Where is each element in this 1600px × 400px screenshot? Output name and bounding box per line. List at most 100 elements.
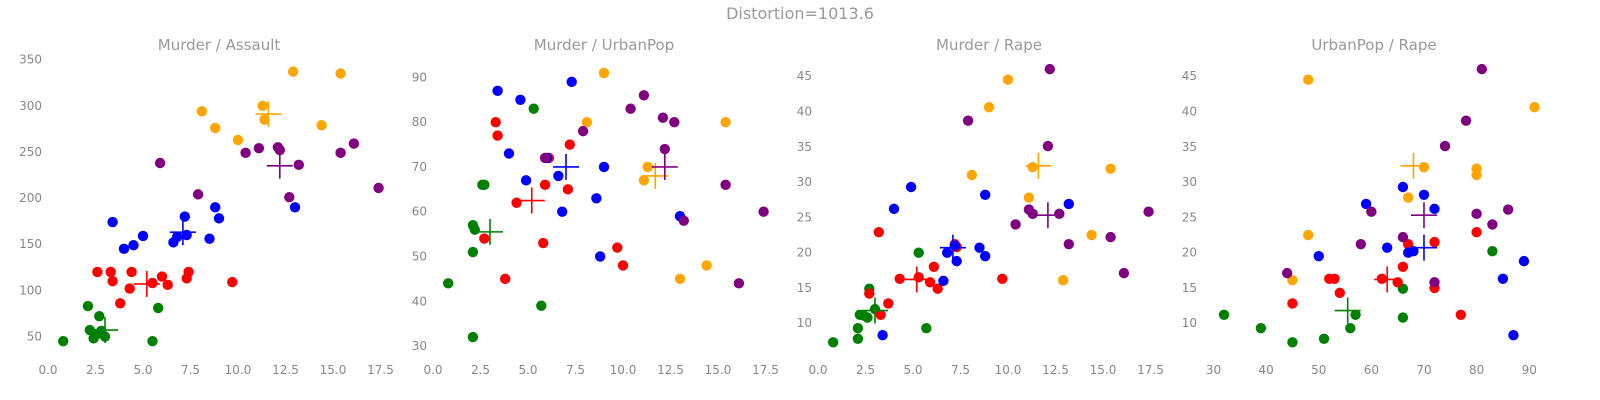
y-tick-label: 90 [412, 70, 427, 84]
x-tick-label: 0.0 [808, 363, 827, 377]
data-point-purple [1281, 267, 1293, 279]
x-tick-label: 7.5 [566, 363, 585, 377]
data-point-purple [1471, 208, 1482, 220]
data-point-blue [566, 76, 577, 88]
y-tick-label: 50 [27, 330, 42, 344]
data-point-orange [1027, 162, 1038, 173]
data-point-orange [701, 260, 712, 271]
data-point-blue [1408, 246, 1419, 257]
x-tick-label: 12.5 [272, 363, 299, 377]
data-point-purple [962, 115, 974, 126]
data-point-green [1287, 337, 1298, 348]
data-point-red [147, 277, 158, 289]
data-point-red [883, 298, 894, 309]
y-tick-label: 80 [412, 115, 427, 129]
data-point-purple [1397, 231, 1409, 243]
data-point-red [617, 260, 629, 271]
data-point-blue [289, 202, 301, 213]
x-tick-label: 7.5 [181, 363, 200, 377]
data-point-red [124, 283, 135, 294]
x-tick-label: 17.5 [752, 363, 779, 377]
figure-title: Distortion=1013.6 [726, 4, 874, 23]
data-point-red [864, 288, 875, 299]
panel-title: UrbanPop / Rape [1311, 36, 1436, 54]
data-point-orange [720, 116, 731, 128]
y-tick-label: 40 [797, 104, 812, 118]
data-point-red [183, 266, 194, 278]
data-point-green [467, 331, 479, 343]
data-point-red [162, 279, 173, 291]
data-point-purple [284, 191, 295, 203]
y-tick-label: 40 [1182, 104, 1197, 118]
data-point-orange [287, 66, 299, 77]
data-point-purple [1118, 267, 1130, 279]
data-point-green [1350, 309, 1361, 320]
data-point-blue [1497, 273, 1509, 284]
data-point-blue [1381, 242, 1393, 253]
data-point-blue [949, 240, 960, 251]
x-tick-label: 17.5 [1137, 363, 1164, 377]
data-point-blue [974, 242, 985, 253]
y-tick-label: 150 [19, 237, 42, 251]
data-point-orange [1403, 192, 1414, 203]
data-point-purple [669, 116, 680, 128]
y-tick-label: 20 [1182, 246, 1197, 260]
y-tick-label: 35 [1182, 140, 1197, 154]
data-point-purple [733, 278, 745, 289]
data-point-green [528, 103, 539, 114]
data-point-red [126, 266, 137, 278]
data-point-blue [938, 275, 949, 287]
data-point-purple [1487, 219, 1498, 230]
data-point-green [467, 246, 479, 258]
data-point-purple [1042, 140, 1054, 152]
data-point-red [500, 273, 511, 285]
data-point-green [1218, 309, 1230, 320]
data-point-orange [1471, 163, 1482, 174]
data-point-green [1255, 322, 1267, 334]
y-tick-label: 30 [1182, 175, 1197, 189]
data-point-orange [638, 175, 650, 186]
data-point-orange [1303, 74, 1314, 85]
data-point-blue [980, 189, 991, 200]
data-point-purple [240, 147, 251, 159]
data-point-blue [942, 247, 953, 258]
data-point-red [1392, 277, 1403, 288]
data-point-purple [659, 143, 670, 155]
x-tick-label: 5.0 [903, 363, 922, 377]
data-point-orange [598, 67, 610, 79]
data-point-red [92, 266, 103, 278]
x-tick-label: 5.0 [133, 363, 152, 377]
x-tick-label: 12.5 [1042, 363, 1069, 377]
data-point-purple [1105, 231, 1116, 243]
panel-title: Murder / UrbanPop [534, 36, 674, 54]
y-tick-label: 45 [1182, 69, 1197, 83]
y-tick-label: 50 [412, 249, 427, 263]
data-point-blue [951, 255, 962, 267]
x-tick-label: 50 [1311, 363, 1326, 377]
x-tick-label: 15.0 [1090, 363, 1117, 377]
data-point-green [82, 300, 94, 312]
y-tick-label: 40 [412, 294, 427, 308]
y-tick-label: 25 [1182, 210, 1197, 224]
data-point-orange [1303, 229, 1314, 241]
data-point-blue [557, 206, 568, 217]
data-point-orange [966, 169, 978, 181]
data-point-blue [1508, 330, 1519, 341]
x-tick-label: 12.5 [657, 363, 684, 377]
data-point-orange [1057, 274, 1069, 286]
data-point-purple [1010, 219, 1021, 230]
data-point-red [928, 261, 940, 272]
data-point-blue [107, 216, 118, 228]
data-point-red [105, 266, 116, 278]
y-tick-label: 35 [797, 140, 812, 154]
data-point-purple [720, 179, 731, 191]
data-point-green [443, 278, 454, 289]
data-point-blue [1397, 181, 1409, 193]
data-point-orange [642, 161, 653, 173]
x-tick-label: 0.0 [423, 363, 442, 377]
data-point-purple [1366, 206, 1377, 217]
data-point-red [479, 233, 490, 244]
data-point-purple [1044, 63, 1056, 75]
data-point-purple [253, 143, 265, 154]
